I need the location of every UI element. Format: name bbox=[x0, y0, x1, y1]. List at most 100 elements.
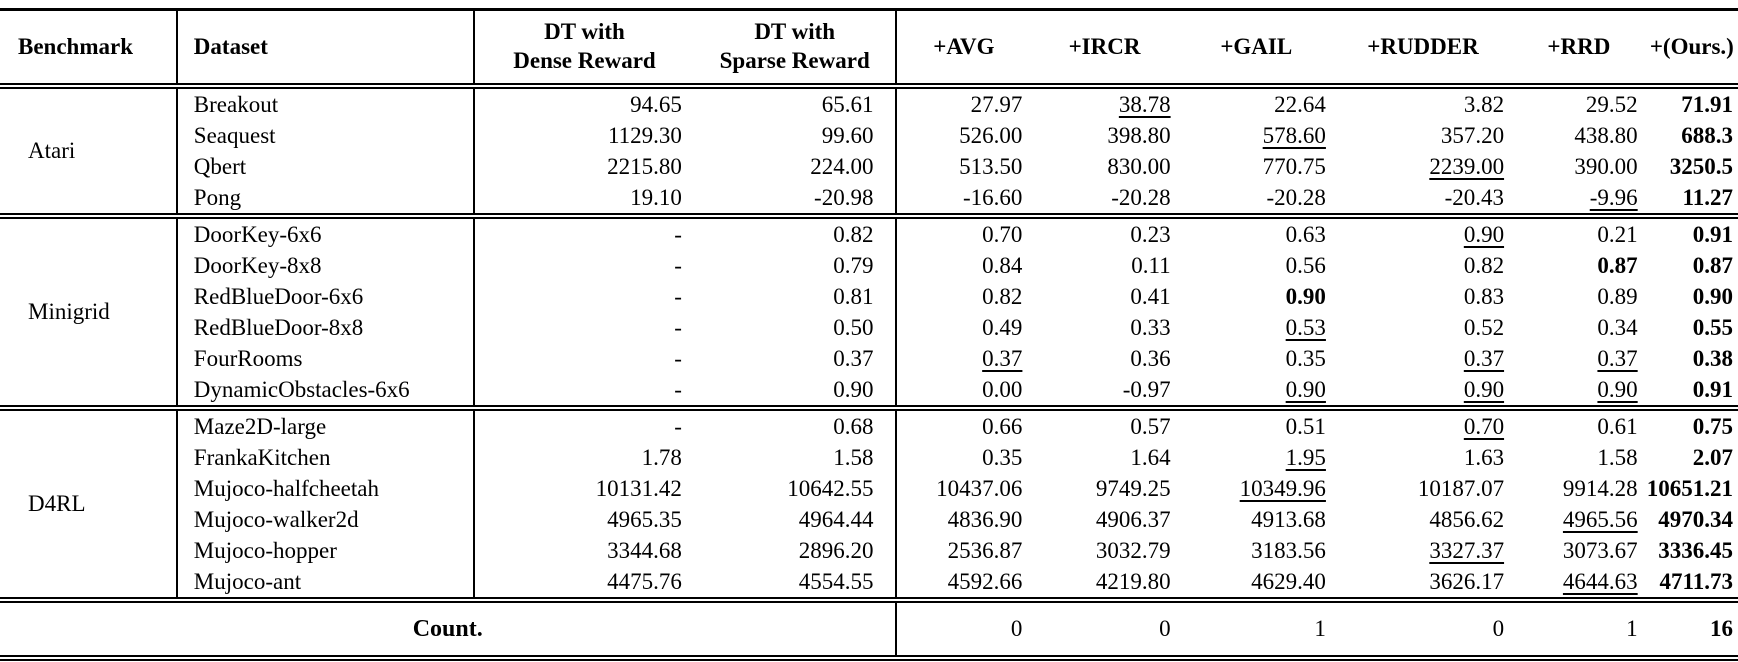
value-cell-rudder: 3.82 bbox=[1334, 86, 1512, 120]
value-text: 10349.96 bbox=[1239, 475, 1326, 501]
value-cell-rudder: -20.43 bbox=[1334, 182, 1512, 216]
value-text: 10642.55 bbox=[787, 475, 874, 501]
value-cell-dt-dense-reward: - bbox=[474, 405, 694, 442]
value-text: 0.37 bbox=[833, 345, 874, 371]
table-row: D4RL Maze2D-large - 0.68 0.66 0.57 0.51 0.70 0.6… bbox=[0, 405, 1738, 600]
value-cell-gail: -20.28 bbox=[1179, 182, 1334, 216]
value-cell-rrd: 0.34 bbox=[1512, 312, 1646, 343]
value-text: 0.63 bbox=[1285, 221, 1326, 247]
value-text: 3073.67 bbox=[1562, 537, 1638, 563]
value-cell-gail: 22.64 bbox=[1179, 86, 1334, 120]
value-cell-avg: 10437.06 bbox=[896, 473, 1030, 504]
value-text: 10437.06 bbox=[936, 475, 1023, 501]
value-cell-dt-dense-reward: - bbox=[474, 213, 694, 250]
value-cell-avg: 4592.66 bbox=[896, 566, 1030, 600]
value-cell-avg: 0.70 bbox=[896, 213, 1031, 250]
value-text: 4836.90 bbox=[947, 506, 1023, 532]
value-text: 10187.07 bbox=[1417, 475, 1505, 501]
table-row: Seaquest 1129.30 99.60 526.00 398.80 578.60 35… bbox=[0, 120, 1738, 151]
value-cell-avg: 526.00 bbox=[896, 120, 1030, 151]
value-cell-dt-sparse-reward: -20.98 bbox=[693, 182, 898, 216]
value-text: -0.97 bbox=[1122, 376, 1171, 402]
value-cell-gail: 0.90 bbox=[1179, 281, 1334, 312]
table-row: Atari Breakout 94.65 65.61 27.97 38.78 22.64 3.… bbox=[0, 86, 1738, 216]
benchmark-label-d4rl: D4RL bbox=[0, 405, 178, 600]
value-text: -20.28 bbox=[1266, 184, 1326, 210]
table-row: RedBlueDoor-8x8 - 0.50 0.49 0.33 0.53 0.52 0.34… bbox=[0, 312, 1738, 343]
value-text: 22.64 bbox=[1274, 91, 1326, 117]
value-cell-avg: -16.60 bbox=[896, 182, 1030, 216]
value-text: 9749.25 bbox=[1095, 475, 1171, 501]
value-cell-gail: 0.35 bbox=[1179, 343, 1334, 374]
value-text: 0.37 bbox=[1597, 345, 1638, 371]
value-cell-rrd: 390.00 bbox=[1512, 151, 1646, 182]
value-cell-dt-dense-reward: - bbox=[474, 343, 694, 374]
value-text: 3626.17 bbox=[1429, 568, 1505, 594]
value-cell-gail: 0.90 bbox=[1179, 374, 1334, 408]
value-text: 0.90 bbox=[1463, 376, 1505, 402]
value-text: 1.58 bbox=[833, 444, 874, 470]
value-cell-dt-dense-reward: 1129.30 bbox=[474, 120, 694, 151]
value-text: 0.83 bbox=[1463, 283, 1505, 309]
value-text: 9914.28 bbox=[1562, 475, 1638, 501]
value-text: 4644.63 bbox=[1562, 568, 1638, 594]
value-text: 770.75 bbox=[1262, 153, 1326, 179]
value-text: 2215.80 bbox=[607, 153, 682, 179]
value-text: 27.97 bbox=[970, 91, 1023, 117]
value-cell-rrd: 438.80 bbox=[1512, 120, 1646, 151]
value-text: 1129.30 bbox=[608, 122, 682, 148]
dataset-label: FourRooms bbox=[176, 343, 476, 374]
value-cell-avg: 0.35 bbox=[896, 442, 1030, 473]
col-header-dataset: Dataset bbox=[176, 9, 476, 89]
table-row: Mujoco-walker2d 4965.35 4964.44 4836.90 4906… bbox=[0, 504, 1738, 535]
value-text: 0.41 bbox=[1130, 283, 1171, 309]
value-text: 357.20 bbox=[1440, 122, 1505, 148]
value-text: 4970.34 bbox=[1658, 506, 1733, 532]
value-cell-gail: 0.63 bbox=[1178, 213, 1334, 250]
value-text: 390.00 bbox=[1574, 153, 1638, 179]
value-cell-rrd: 0.90 bbox=[1512, 374, 1646, 408]
dataset-label: RedBlueDoor-6x6 bbox=[176, 281, 476, 312]
value-cell-ircr: 38.78 bbox=[1030, 86, 1178, 120]
value-cell-ircr: 830.00 bbox=[1030, 151, 1178, 182]
value-cell-ours: 10651.21 bbox=[1646, 473, 1738, 504]
value-text: - bbox=[674, 252, 682, 278]
results-table: Benchmark Dataset DT with Dense Reward D… bbox=[0, 8, 1738, 661]
table-row: DynamicObstacles-6x6 - 0.90 0.00 -0.97 0.90 0.… bbox=[0, 374, 1738, 408]
value-cell-rrd: 4644.63 bbox=[1512, 566, 1646, 600]
value-cell-dt-sparse-reward: 4964.44 bbox=[693, 504, 898, 535]
value-text: 0.70 bbox=[1463, 413, 1505, 439]
value-text: 29.52 bbox=[1585, 91, 1638, 117]
value-cell-rrd: 3073.67 bbox=[1512, 535, 1646, 566]
value-text: - bbox=[674, 345, 682, 371]
value-text: 4965.56 bbox=[1562, 506, 1638, 532]
value-cell-gail: 0.51 bbox=[1178, 405, 1334, 442]
table-row: Mujoco-ant 4475.76 4554.55 4592.66 4219.80 46… bbox=[0, 566, 1738, 600]
count-value-ours: 16 bbox=[1645, 597, 1738, 658]
value-text: 0.82 bbox=[833, 221, 874, 247]
value-cell-rrd: -9.96 bbox=[1512, 182, 1646, 216]
value-text: 4856.62 bbox=[1429, 506, 1505, 532]
value-cell-dt-sparse-reward: 0.79 bbox=[693, 250, 898, 281]
value-cell-ircr: 9749.25 bbox=[1030, 473, 1178, 504]
table-row: RedBlueDoor-6x6 - 0.81 0.82 0.41 0.90 0.83 0.89… bbox=[0, 281, 1738, 312]
value-text: 0.53 bbox=[1285, 314, 1326, 340]
value-cell-dt-dense-reward: - bbox=[474, 374, 694, 408]
value-cell-ours: 0.91 bbox=[1646, 374, 1738, 408]
value-text: 0.79 bbox=[833, 252, 874, 278]
value-text: 224.00 bbox=[810, 153, 874, 179]
value-cell-avg: 0.37 bbox=[896, 343, 1030, 374]
value-text: - bbox=[674, 314, 682, 340]
value-text: 1.58 bbox=[1597, 444, 1638, 470]
value-text: 19.10 bbox=[630, 184, 682, 210]
value-text: 0.50 bbox=[833, 314, 874, 340]
count-value-avg: 0 bbox=[896, 597, 1031, 658]
dataset-label: DoorKey-6x6 bbox=[176, 213, 476, 250]
value-text: 4711.73 bbox=[1659, 568, 1733, 594]
count-value-rrd: 1 bbox=[1512, 597, 1646, 658]
value-text: 0.21 bbox=[1597, 221, 1638, 247]
value-cell-ircr: 4906.37 bbox=[1030, 504, 1178, 535]
value-text: 0.37 bbox=[1463, 345, 1505, 371]
value-text: 0.00 bbox=[982, 376, 1023, 402]
table-row: Minigrid DoorKey-6x6 - 0.82 0.70 0.23 0.63 0.90… bbox=[0, 213, 1738, 408]
